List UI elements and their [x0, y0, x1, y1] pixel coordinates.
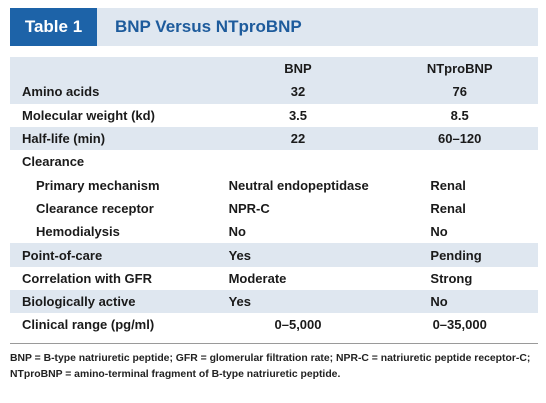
table-row: Primary mechanism Neutral endopeptidase … [10, 173, 538, 196]
table-row: Clearance receptor NPR-C Renal [10, 197, 538, 220]
ntprobnp-value: Strong [430, 270, 473, 286]
table-footnote: BNP = B-type natriuretic peptide; GFR = … [10, 353, 531, 380]
row-label: Point-of-care [10, 243, 215, 267]
table-row: Hemodialysis No No [10, 220, 538, 243]
bnp-value: 32 [214, 80, 382, 104]
bnp-value: Yes [214, 289, 382, 314]
table-title: BNP Versus NTproBNP [97, 8, 538, 46]
ntprobnp-value [381, 150, 538, 173]
table-row: Half-life (min) 22 60–120 [10, 126, 538, 151]
column-header-bnp: BNP [214, 57, 382, 81]
bnp-value: Moderate [228, 270, 287, 286]
table-row: Clearance [10, 150, 538, 173]
row-label: Correlation with GFR [22, 270, 152, 286]
row-label: Clearance [22, 154, 85, 170]
row-label: Primary mechanism [36, 177, 160, 193]
column-header-ntprobnp: NTproBNP [381, 57, 538, 81]
table-title-bar: Table 1 BNP Versus NTproBNP [10, 8, 538, 46]
table-row: Correlation with GFR Moderate Strong [10, 267, 538, 290]
bnp-value: 22 [214, 126, 382, 151]
bnp-value: Yes [214, 243, 382, 267]
ntprobnp-value: Pending [381, 243, 538, 267]
ntprobnp-value: 76 [381, 80, 538, 104]
ntprobnp-value: 8.5 [450, 107, 469, 123]
row-label: Hemodialysis [36, 224, 120, 240]
table-header-row: BNP NTproBNP [10, 57, 538, 81]
row-label: Biologically active [10, 289, 215, 314]
table-row: Biologically active Yes No [10, 289, 538, 314]
table-bottom-rule [10, 343, 538, 344]
ntprobnp-value: No [381, 289, 538, 314]
ntprobnp-value: 0–35,000 [432, 317, 487, 333]
row-label: Clearance receptor [36, 200, 154, 216]
row-label: Amino acids [10, 80, 215, 104]
table-row: Molecular weight (kd) 3.5 8.5 [10, 104, 538, 127]
ntprobnp-value: 60–120 [381, 126, 538, 151]
ntprobnp-value: No [430, 224, 448, 240]
bnp-value: NPR-C [228, 200, 270, 216]
row-label: Molecular weight (kd) [22, 107, 155, 123]
table-number-badge: Table 1 [10, 8, 97, 46]
ntprobnp-value: Renal [430, 177, 466, 193]
bnp-value: 0–5,000 [274, 317, 322, 333]
bnp-value [215, 150, 382, 173]
table-row: Point-of-care Yes Pending [10, 243, 538, 267]
row-label: Half-life (min) [10, 126, 215, 151]
column-header-label [10, 57, 215, 81]
row-label: Clinical range (pg/ml) [22, 317, 155, 333]
table-row: Clinical range (pg/ml) 0–5,000 0–35,000 [10, 313, 538, 336]
table-row: Amino acids 32 76 [10, 80, 538, 104]
bnp-value: No [228, 224, 246, 240]
ntprobnp-value: Renal [430, 200, 466, 216]
bnp-value: 3.5 [288, 107, 308, 123]
comparison-table: BNP NTproBNP Amino acids 32 76 Molecular… [10, 57, 538, 337]
bnp-value: Neutral endopeptidase [228, 177, 369, 193]
